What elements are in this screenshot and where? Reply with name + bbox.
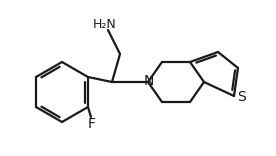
Text: N: N [144,74,154,88]
Text: H₂N: H₂N [93,19,117,32]
Text: F: F [88,117,96,131]
Text: S: S [238,90,246,104]
